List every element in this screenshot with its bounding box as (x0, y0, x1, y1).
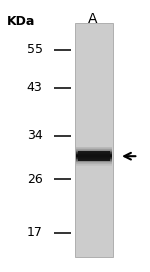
Text: 55: 55 (27, 43, 43, 56)
Bar (75, 23, 113, 257)
Bar (76, 148, 112, 149)
Text: 17: 17 (27, 226, 43, 239)
Bar (76, 158, 112, 159)
Bar (76, 151, 112, 152)
Text: KDa: KDa (7, 15, 36, 28)
Bar (76, 159, 112, 160)
Bar (78, 152, 110, 161)
Bar (76, 147, 112, 148)
Bar (76, 163, 112, 164)
Text: 26: 26 (27, 172, 43, 186)
Bar (76, 150, 112, 151)
Bar (76, 152, 112, 153)
Bar (76, 160, 112, 161)
Text: 34: 34 (27, 129, 43, 143)
Bar (76, 155, 112, 156)
Bar (76, 157, 112, 158)
Bar (76, 162, 112, 163)
Bar (76, 161, 112, 162)
Bar (76, 154, 112, 155)
Text: A: A (88, 12, 97, 26)
Bar (76, 153, 112, 154)
Bar (76, 149, 112, 150)
Bar (76, 156, 112, 157)
Text: 43: 43 (27, 81, 43, 94)
Bar (76, 165, 112, 166)
Bar (76, 164, 112, 165)
